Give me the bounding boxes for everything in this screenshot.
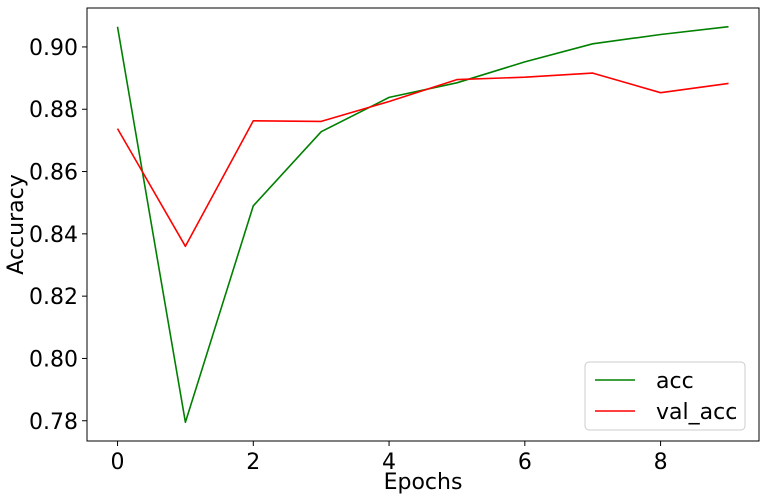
y-tick-label: 0.86: [29, 161, 78, 186]
x-tick-label: 0: [111, 450, 125, 475]
legend-label-acc: acc: [656, 369, 694, 394]
y-tick-label: 0.78: [29, 410, 78, 435]
x-tick-label: 6: [518, 450, 532, 475]
series-line-val-acc: [116, 72, 729, 248]
y-axis-label: Accuracy: [4, 174, 29, 274]
y-tick-label: 0.82: [29, 285, 78, 310]
legend-box: [584, 361, 746, 431]
x-tick-label: 8: [654, 450, 668, 475]
y-tick-label: 0.80: [29, 347, 78, 372]
x-axis-label: Epochs: [384, 470, 463, 495]
x-tick-label: 4: [382, 450, 396, 475]
legend: acc val_acc: [584, 361, 746, 431]
y-tick-label: 0.90: [29, 36, 78, 61]
x-tick-label: 2: [246, 450, 260, 475]
y-tick-label: 0.88: [29, 98, 78, 123]
x-axis-ticks: 0 2 4 6 8: [111, 441, 668, 475]
y-axis-ticks: 0.78 0.80 0.82 0.84 0.86 0.88 0.90: [29, 36, 87, 435]
y-tick-label: 0.84: [29, 223, 78, 248]
series-layer: [116, 25, 729, 424]
legend-label-val-acc: val_acc: [656, 400, 737, 425]
